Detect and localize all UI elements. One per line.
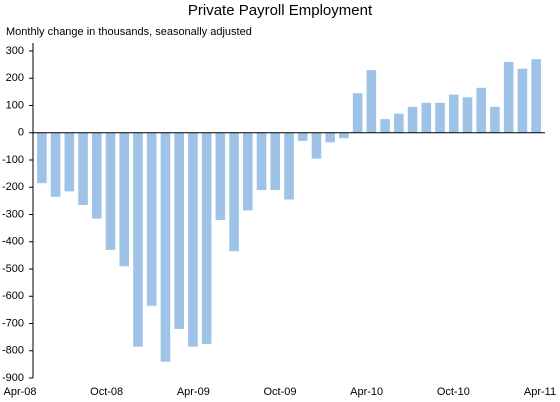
y-tick-label: 200	[6, 72, 24, 84]
bar	[435, 102, 445, 133]
x-tick-label: Apr-08	[3, 386, 36, 398]
bar	[133, 132, 143, 347]
x-tick-label: Apr-09	[177, 386, 210, 398]
bar	[105, 132, 116, 250]
y-tick-label: -900	[2, 372, 24, 384]
bar	[448, 94, 459, 133]
y-tick-label: 0	[18, 127, 24, 139]
x-tick-label: Oct-08	[90, 386, 123, 398]
bar	[297, 132, 308, 141]
x-tick-label: Oct-09	[263, 386, 296, 398]
bar	[37, 132, 47, 184]
y-tick-label: -300	[2, 208, 24, 220]
bar	[380, 119, 390, 133]
x-tick-label: Oct-10	[437, 386, 470, 398]
bar	[339, 132, 349, 139]
y-tick-label: -800	[2, 345, 24, 357]
bar	[256, 132, 267, 190]
bar	[50, 132, 61, 197]
y-tick-label: -600	[2, 290, 24, 302]
bar	[188, 132, 198, 347]
y-tick-label: -500	[2, 263, 24, 275]
bar	[270, 132, 281, 190]
bar	[503, 61, 514, 133]
bar	[394, 113, 404, 133]
bar	[284, 132, 294, 200]
x-tick-label: Apr-11	[524, 386, 556, 398]
bar	[64, 132, 75, 192]
bar	[229, 132, 239, 252]
bar	[91, 132, 102, 219]
bar	[421, 102, 432, 133]
bar	[174, 132, 184, 329]
bar	[201, 132, 212, 344]
bar	[531, 59, 541, 133]
bar	[311, 132, 322, 159]
bar	[160, 132, 171, 362]
y-tick-label: 100	[6, 99, 24, 111]
bar	[366, 70, 377, 133]
y-tick-label: -200	[2, 181, 24, 193]
bar	[407, 106, 418, 133]
bar	[325, 132, 335, 143]
y-tick-label: 300	[6, 45, 24, 57]
chart-title: Private Payroll Employment	[188, 2, 373, 19]
bar	[243, 132, 253, 211]
y-tick-label: -400	[2, 236, 24, 248]
chart-subtitle: Monthly change in thousands, seasonally …	[6, 26, 252, 38]
bar	[352, 93, 363, 133]
y-tick-label: -100	[2, 154, 24, 166]
y-tick-label: -700	[2, 317, 24, 329]
bar	[462, 97, 473, 133]
bar	[490, 106, 500, 133]
bar	[517, 68, 528, 133]
bar	[215, 132, 226, 220]
bar	[78, 132, 88, 205]
bar	[119, 132, 130, 267]
x-tick-label: Apr-10	[350, 386, 383, 398]
bar	[146, 132, 157, 306]
bar	[476, 87, 487, 133]
